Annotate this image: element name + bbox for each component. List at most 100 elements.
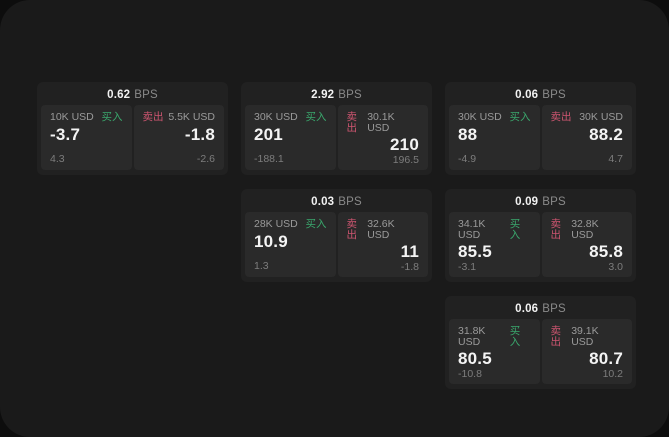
quote-card: 0.06 BPS 30K USD 买入 88 -4.9 卖出 30K USD 8… (445, 82, 636, 175)
sell-delta: 4.7 (608, 152, 623, 165)
bps-unit-label: BPS (134, 88, 158, 101)
buy-size-label: 30K USD (458, 111, 502, 123)
buy-side-label: 买入 (509, 111, 531, 123)
quote-panels: 30K USD 买入 201 -188.1 卖出 30.1K USD 210 1… (245, 105, 428, 170)
buy-price: 10.9 (254, 231, 288, 251)
sell-size-label: 32.8K USD (571, 218, 599, 241)
sell-panel-top: 卖出 30K USD (551, 112, 624, 123)
sell-panel[interactable]: 卖出 32.8K USD 85.8 3.0 (541, 212, 632, 277)
spread-header: 0.09 BPS (449, 191, 632, 212)
buy-price: 85.5 (458, 242, 492, 261)
sell-price: 88.2 (589, 124, 623, 144)
sell-delta: 3.0 (608, 260, 623, 273)
bps-unit-label: BPS (542, 195, 566, 208)
quote-card: 0.09 BPS 34.1K USD 买入 85.5 -3.1 卖出 32.8K… (445, 189, 636, 282)
buy-delta: -188.1 (254, 152, 284, 165)
buy-panel[interactable]: 34.1K USD 买入 85.5 -3.1 (449, 212, 540, 277)
quote-card: 2.92 BPS 30K USD 买入 201 -188.1 卖出 30.1K … (241, 82, 432, 175)
buy-panel-top: 31.8K USD 买入 (458, 326, 531, 347)
buy-delta: -10.8 (458, 367, 482, 380)
sell-size-label: 39.1K USD (571, 325, 599, 348)
sell-delta: -2.6 (196, 152, 215, 165)
sell-size-label: 30K USD (579, 111, 623, 123)
sell-delta: -1.8 (400, 260, 419, 273)
sell-panel[interactable]: 卖出 32.6K USD 11 -1.8 (337, 212, 428, 277)
buy-price: -3.7 (50, 124, 81, 144)
buy-panel[interactable]: 31.8K USD 买入 80.5 -10.8 (449, 319, 540, 384)
quote-panels: 31.8K USD 买入 80.5 -10.8 卖出 39.1K USD 80.… (449, 319, 632, 384)
buy-size-label: 31.8K USD (458, 325, 486, 348)
buy-panel[interactable]: 30K USD 买入 88 -4.9 (449, 105, 540, 170)
buy-side-label: 买入 (305, 111, 327, 123)
sell-price: 210 (390, 135, 419, 154)
spread-header: 2.92 BPS (245, 84, 428, 105)
quote-card: 0.03 BPS 28K USD 买入 10.9 1.3 卖出 32.6K US… (241, 189, 432, 282)
quote-card: 0.06 BPS 31.8K USD 买入 80.5 -10.8 卖出 39.1… (445, 296, 636, 389)
sell-panel[interactable]: 卖出 39.1K USD 80.7 10.2 (541, 319, 632, 384)
buy-delta: -4.9 (458, 152, 477, 165)
sell-price: 11 (400, 242, 419, 261)
sell-size-label: 30.1K USD (367, 111, 395, 134)
buy-price: 201 (254, 124, 283, 144)
sell-side-label: 卖出 (550, 111, 572, 123)
sell-price: 80.7 (589, 349, 623, 368)
sell-side-label: 卖出 (550, 218, 562, 241)
buy-price: 80.5 (458, 349, 492, 368)
buy-price: 88 (458, 124, 478, 144)
sell-delta: 10.2 (602, 367, 623, 380)
sell-price: -1.8 (184, 124, 215, 144)
quotes-grid: 0.62 BPS 10K USD 买入 -3.7 4.3 卖出 5.5K USD… (37, 82, 636, 389)
buy-panel-top: 30K USD 买入 (254, 112, 327, 123)
buy-size-label: 30K USD (254, 111, 298, 123)
sell-panel-top: 卖出 30.1K USD (347, 112, 420, 133)
sell-size-label: 32.6K USD (367, 218, 395, 241)
buy-panel[interactable]: 10K USD 买入 -3.7 4.3 (41, 105, 132, 170)
buy-panel-top: 30K USD 买入 (458, 112, 531, 123)
sell-size-label: 5.5K USD (168, 111, 215, 123)
bps-unit-label: BPS (338, 195, 362, 208)
quote-panels: 30K USD 买入 88 -4.9 卖出 30K USD 88.2 4.7 (449, 105, 632, 170)
sell-side-label: 卖出 (346, 111, 358, 134)
sell-side-label: 卖出 (142, 111, 164, 123)
buy-side-label: 买入 (509, 325, 521, 348)
buy-side-label: 买入 (509, 218, 521, 241)
bps-unit-label: BPS (338, 88, 362, 101)
quote-panels: 28K USD 买入 10.9 1.3 卖出 32.6K USD 11 -1.8 (245, 212, 428, 277)
spread-value: 0.06 (515, 302, 539, 315)
buy-panel[interactable]: 30K USD 买入 201 -188.1 (245, 105, 336, 170)
buy-side-label: 买入 (305, 218, 327, 230)
sell-panel-top: 卖出 5.5K USD (143, 112, 216, 123)
sell-panel-top: 卖出 32.8K USD (551, 219, 624, 240)
buy-panel-top: 10K USD 买入 (50, 112, 123, 123)
quote-panels: 10K USD 买入 -3.7 4.3 卖出 5.5K USD -1.8 -2.… (41, 105, 224, 170)
spread-header: 0.03 BPS (245, 191, 428, 212)
spread-value: 0.03 (311, 195, 335, 208)
sell-panel[interactable]: 卖出 5.5K USD -1.8 -2.6 (133, 105, 224, 170)
buy-size-label: 10K USD (50, 111, 94, 123)
sell-delta: 196.5 (392, 153, 419, 166)
buy-delta: 4.3 (50, 152, 65, 165)
sell-panel-top: 卖出 32.6K USD (347, 219, 420, 240)
sell-price: 85.8 (589, 242, 623, 261)
buy-size-label: 34.1K USD (458, 218, 486, 241)
buy-panel[interactable]: 28K USD 买入 10.9 1.3 (245, 212, 336, 277)
sell-panel[interactable]: 卖出 30K USD 88.2 4.7 (541, 105, 632, 170)
buy-delta: -3.1 (458, 260, 477, 273)
bps-unit-label: BPS (542, 302, 566, 315)
spread-header: 0.06 BPS (449, 298, 632, 319)
spread-value: 0.62 (107, 88, 131, 101)
sell-side-label: 卖出 (550, 325, 562, 348)
buy-panel-top: 34.1K USD 买入 (458, 219, 531, 240)
sell-panel-top: 卖出 39.1K USD (551, 326, 624, 347)
bps-unit-label: BPS (542, 88, 566, 101)
sell-panel[interactable]: 卖出 30.1K USD 210 196.5 (337, 105, 428, 170)
spread-value: 2.92 (311, 88, 335, 101)
sell-side-label: 卖出 (346, 218, 358, 241)
spread-value: 0.09 (515, 195, 539, 208)
buy-side-label: 买入 (101, 111, 123, 123)
spread-header: 0.06 BPS (449, 84, 632, 105)
buy-delta: 1.3 (254, 259, 269, 272)
quote-panels: 34.1K USD 买入 85.5 -3.1 卖出 32.8K USD 85.8… (449, 212, 632, 277)
spread-value: 0.06 (515, 88, 539, 101)
